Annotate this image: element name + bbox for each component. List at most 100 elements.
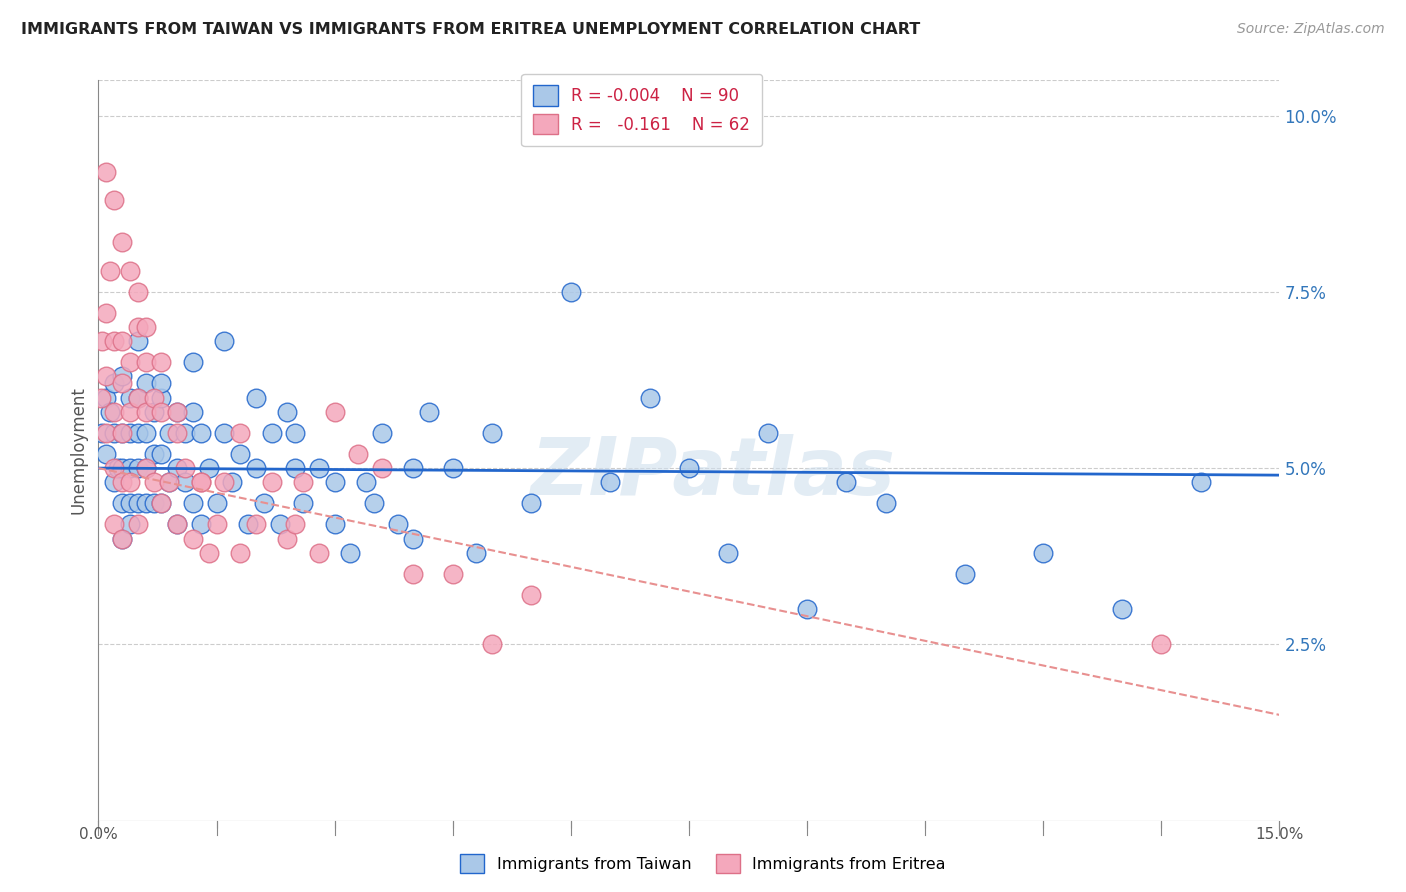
Point (157, 475, 180, 490)
Point (181, 355, 204, 369)
Point (1150, 637, 1173, 651)
Point (118, 475, 141, 490)
Point (135, 405, 157, 419)
Point (1189, 475, 1212, 490)
Point (214, 475, 236, 490)
Point (166, 517, 188, 532)
Point (111, 461, 134, 475)
Point (308, 461, 330, 475)
Point (190, 475, 212, 490)
Point (96, 369, 118, 384)
Point (96, 391, 118, 405)
Point (174, 461, 197, 475)
Point (205, 517, 228, 532)
Point (756, 425, 779, 440)
Point (111, 532, 134, 546)
Point (91, 334, 114, 348)
Point (127, 334, 149, 348)
Point (142, 391, 165, 405)
Text: IMMIGRANTS FROM TAIWAN VS IMMIGRANTS FROM ERITREA UNEMPLOYMENT CORRELATION CHART: IMMIGRANTS FROM TAIWAN VS IMMIGRANTS FRO… (21, 22, 921, 37)
Point (111, 532, 134, 546)
Point (253, 496, 276, 510)
Text: ZIPatlas: ZIPatlas (530, 434, 896, 512)
Point (190, 475, 212, 490)
Point (520, 588, 543, 602)
Point (98, 405, 121, 419)
Point (127, 320, 149, 334)
Point (135, 425, 157, 440)
Point (166, 405, 188, 419)
Point (560, 285, 582, 299)
Point (103, 405, 125, 419)
Point (221, 475, 243, 490)
Point (717, 546, 740, 560)
Point (118, 391, 141, 405)
Point (214, 334, 236, 348)
Point (205, 496, 228, 510)
Point (441, 461, 464, 475)
Point (347, 447, 370, 461)
Point (96, 425, 118, 440)
Point (354, 475, 377, 490)
Point (174, 475, 197, 490)
Point (284, 425, 307, 440)
Point (363, 496, 385, 510)
Point (190, 517, 212, 532)
Point (118, 425, 141, 440)
Point (245, 517, 267, 532)
Point (135, 320, 157, 334)
Point (135, 355, 157, 369)
Point (245, 461, 267, 475)
Point (371, 425, 394, 440)
Point (103, 376, 125, 391)
Point (166, 461, 188, 475)
Point (96, 165, 118, 179)
Point (245, 391, 267, 405)
Point (520, 496, 543, 510)
Point (157, 475, 180, 490)
Point (269, 517, 291, 532)
Text: Source: ZipAtlas.com: Source: ZipAtlas.com (1237, 22, 1385, 37)
Point (323, 517, 346, 532)
Point (197, 546, 219, 560)
Point (236, 517, 259, 532)
Point (599, 475, 621, 490)
Point (260, 475, 283, 490)
Point (127, 391, 149, 405)
Point (142, 496, 165, 510)
Point (387, 517, 409, 532)
Point (135, 496, 157, 510)
Point (91, 425, 114, 440)
Point (796, 602, 818, 616)
Point (103, 517, 125, 532)
Point (339, 546, 361, 560)
Text: 15.0%: 15.0% (1256, 827, 1303, 841)
Point (1032, 546, 1054, 560)
Point (118, 496, 141, 510)
Point (98, 263, 121, 277)
Point (402, 566, 425, 581)
Point (481, 637, 503, 651)
Point (276, 405, 298, 419)
Point (111, 334, 134, 348)
Point (103, 475, 125, 490)
Point (96, 447, 118, 461)
Legend: Immigrants from Taiwan, Immigrants from Eritrea: Immigrants from Taiwan, Immigrants from … (454, 847, 952, 880)
Point (181, 532, 204, 546)
Point (150, 405, 173, 419)
Point (835, 475, 858, 490)
Point (260, 425, 283, 440)
Point (166, 405, 188, 419)
Point (402, 532, 425, 546)
Point (308, 546, 330, 560)
Point (111, 496, 134, 510)
Point (103, 425, 125, 440)
Point (418, 405, 440, 419)
Point (181, 405, 204, 419)
Point (127, 285, 149, 299)
Point (481, 425, 503, 440)
Point (181, 496, 204, 510)
Point (118, 405, 141, 419)
Point (150, 496, 173, 510)
Point (111, 425, 134, 440)
